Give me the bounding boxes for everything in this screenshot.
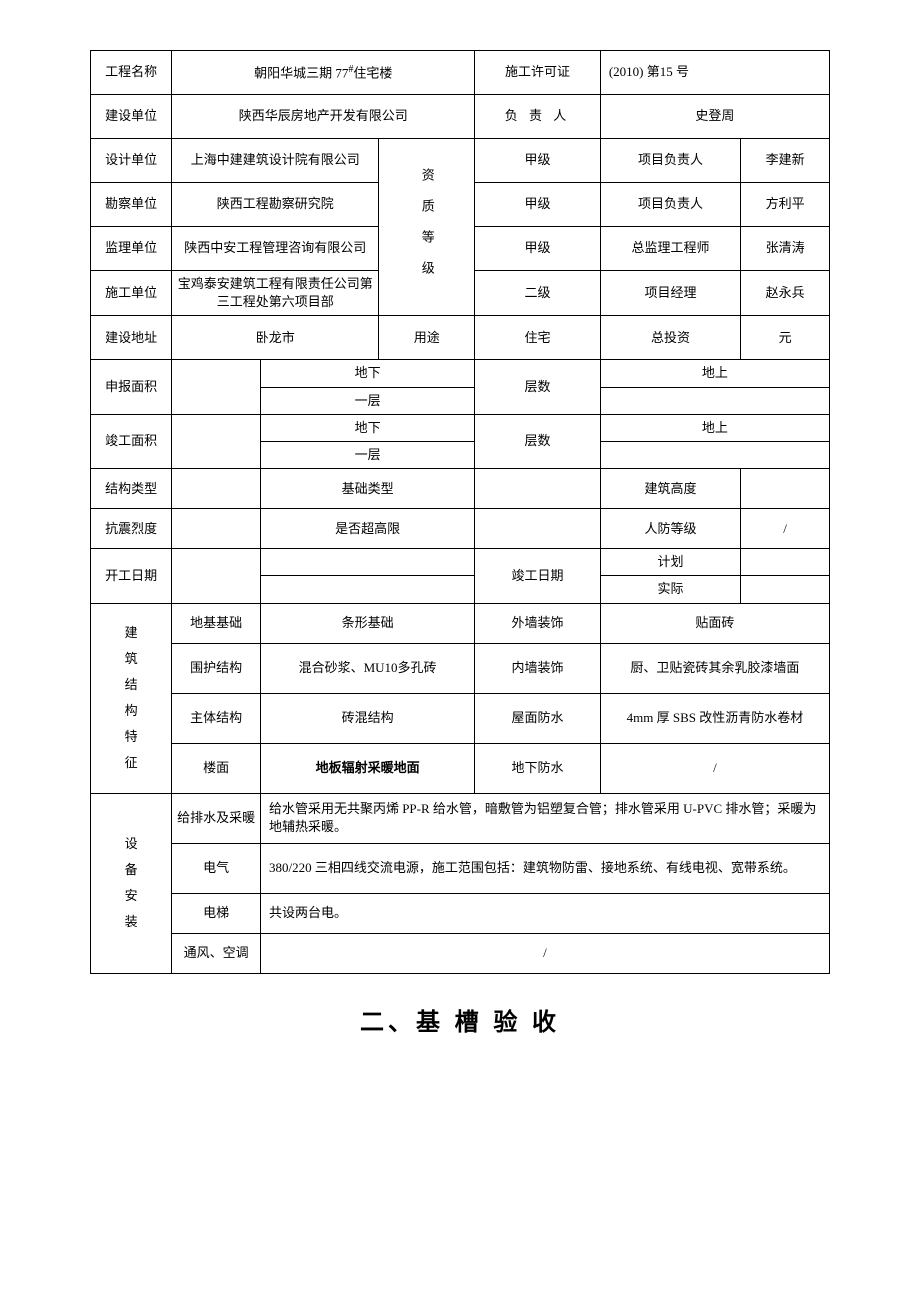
value-person: 史登周 <box>600 95 829 139</box>
project-info-table: 工程名称 朝阳华城三期 77#住宅楼 施工许可证 (2010) 第15 号 建设… <box>90 50 830 974</box>
value-construct-head: 赵永兵 <box>741 271 830 316</box>
feat-2-b: 砖混结构 <box>260 693 474 743</box>
label-design: 设计单位 <box>91 139 172 183</box>
label-qualification: 资质等级 <box>379 139 475 316</box>
value-complete-area <box>172 414 261 468</box>
label-complete-floors: 层数 <box>475 414 601 468</box>
feat-1-d: 厨、卫贴瓷砖其余乳胶漆墙面 <box>600 643 829 693</box>
section-2-title: 二、基 槽 验 收 <box>90 1002 830 1037</box>
value-apply-above <box>600 387 829 414</box>
label-supervise-head: 总监理工程师 <box>600 227 740 271</box>
feat-2-c: 屋面防水 <box>475 693 601 743</box>
value-defense: / <box>741 509 830 549</box>
label-equipment: 设备安装 <box>91 793 172 973</box>
label-permit: 施工许可证 <box>475 51 601 95</box>
value-supervise-grade: 甲级 <box>475 227 601 271</box>
value-owner: 陕西华辰房地产开发有限公司 <box>172 95 475 139</box>
value-supervise: 陕西中安工程管理咨询有限公司 <box>172 227 379 271</box>
label-apply-area: 申报面积 <box>91 360 172 414</box>
feat-3-a: 楼面 <box>172 743 261 793</box>
value-complete-above <box>600 441 829 468</box>
feat-3-c: 地下防水 <box>475 743 601 793</box>
equip-1-a: 电气 <box>172 843 261 893</box>
equip-3-a: 通风、空调 <box>172 933 261 973</box>
equip-0-b: 给水管采用无共聚丙烯 PP-R 给水管，暗敷管为铝塑复合管；排水管采用 U-PV… <box>260 793 829 843</box>
value-apply-area <box>172 360 261 414</box>
label-survey: 勘察单位 <box>91 183 172 227</box>
label-apply-above: 地上 <box>600 360 829 387</box>
equip-0-a: 给排水及采暖 <box>172 793 261 843</box>
value-survey-grade: 甲级 <box>475 183 601 227</box>
equip-2-a: 电梯 <box>172 893 261 933</box>
value-construct-grade: 二级 <box>475 271 601 316</box>
feat-0-d: 贴面砖 <box>600 603 829 643</box>
value-struct-type <box>172 469 261 509</box>
label-seismic: 抗震烈度 <box>91 509 172 549</box>
label-address: 建设地址 <box>91 316 172 360</box>
value-seismic <box>172 509 261 549</box>
value-start-sub1 <box>260 549 474 576</box>
value-actual <box>741 576 830 603</box>
value-survey-head: 方利平 <box>741 183 830 227</box>
value-height <box>741 469 830 509</box>
label-design-head: 项目负责人 <box>600 139 740 183</box>
feat-1-a: 围护结构 <box>172 643 261 693</box>
value-design-grade: 甲级 <box>475 139 601 183</box>
feat-2-d: 4mm 厚 SBS 改性沥青防水卷材 <box>600 693 829 743</box>
feat-1-b: 混合砂浆、MU10多孔砖 <box>260 643 474 693</box>
feat-2-a: 主体结构 <box>172 693 261 743</box>
value-use: 住宅 <box>475 316 601 360</box>
value-project-name: 朝阳华城三期 77#住宅楼 <box>172 51 475 95</box>
label-person: 负 责 人 <box>475 95 601 139</box>
label-complete-area: 竣工面积 <box>91 414 172 468</box>
label-height: 建筑高度 <box>600 469 740 509</box>
equip-3-b: / <box>260 933 829 973</box>
feat-0-a: 地基基础 <box>172 603 261 643</box>
value-design: 上海中建建筑设计院有限公司 <box>172 139 379 183</box>
value-complete-under: 一层 <box>260 441 474 468</box>
value-design-head: 李建新 <box>741 139 830 183</box>
label-apply-under: 地下 <box>260 360 474 387</box>
value-plan <box>741 549 830 576</box>
label-construct-head: 项目经理 <box>600 271 740 316</box>
value-survey: 陕西工程勘察研究院 <box>172 183 379 227</box>
label-building-feature: 建筑结构特征 <box>91 603 172 793</box>
label-invest: 总投资 <box>600 316 740 360</box>
label-plan: 计划 <box>600 549 740 576</box>
label-found-type: 基础类型 <box>260 469 474 509</box>
value-overlimit <box>475 509 601 549</box>
feat-0-b: 条形基础 <box>260 603 474 643</box>
label-construct: 施工单位 <box>91 271 172 316</box>
label-complete-date: 竣工日期 <box>475 549 601 603</box>
label-survey-head: 项目负责人 <box>600 183 740 227</box>
label-complete-under: 地下 <box>260 414 474 441</box>
label-complete-above: 地上 <box>600 414 829 441</box>
feat-1-c: 内墙装饰 <box>475 643 601 693</box>
label-project-name: 工程名称 <box>91 51 172 95</box>
equip-2-b: 共设两台电。 <box>260 893 829 933</box>
label-start-date: 开工日期 <box>91 549 172 603</box>
value-found-type <box>475 469 601 509</box>
value-start-sub2 <box>260 576 474 603</box>
value-supervise-head: 张清涛 <box>741 227 830 271</box>
value-permit: (2010) 第15 号 <box>600 51 829 95</box>
feat-3-b: 地板辐射采暖地面 <box>260 743 474 793</box>
label-actual: 实际 <box>600 576 740 603</box>
label-overlimit: 是否超高限 <box>260 509 474 549</box>
label-supervise: 监理单位 <box>91 227 172 271</box>
label-use: 用途 <box>379 316 475 360</box>
feat-0-c: 外墙装饰 <box>475 603 601 643</box>
feat-3-d: / <box>600 743 829 793</box>
value-invest: 元 <box>741 316 830 360</box>
label-owner: 建设单位 <box>91 95 172 139</box>
label-struct-type: 结构类型 <box>91 469 172 509</box>
label-defense: 人防等级 <box>600 509 740 549</box>
value-start-date-a <box>172 549 261 603</box>
equip-1-b: 380/220 三相四线交流电源，施工范围包括：建筑物防雷、接地系统、有线电视、… <box>260 843 829 893</box>
value-construct: 宝鸡泰安建筑工程有限责任公司第三工程处第六项目部 <box>172 271 379 316</box>
value-address: 卧龙市 <box>172 316 379 360</box>
label-apply-floors: 层数 <box>475 360 601 414</box>
value-apply-under: 一层 <box>260 387 474 414</box>
